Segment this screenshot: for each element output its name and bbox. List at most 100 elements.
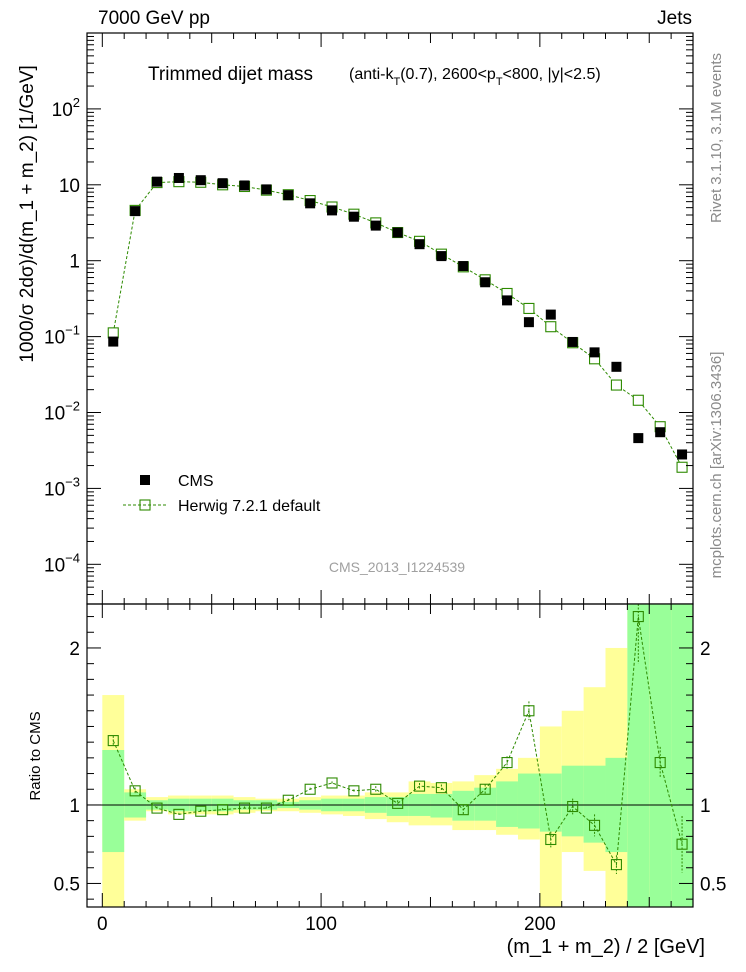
herwig-point — [107, 327, 119, 339]
legend-herwig-label: Herwig 7.2.1 default — [178, 498, 321, 515]
x-tick-label: 0 — [97, 914, 108, 935]
main-marks — [107, 172, 688, 473]
ratio-tick-label: 0.5 — [54, 874, 80, 895]
cms-point — [195, 175, 206, 186]
y-axis-label: 1000/σ 2dσ)/d(m_1 + m_2) [1/GeV] — [17, 65, 38, 363]
ratio-point — [304, 783, 316, 795]
ratio-band-green — [583, 765, 606, 843]
legend: CMS Herwig 7.2.1 default — [123, 473, 321, 515]
ratio-point — [567, 800, 579, 813]
main-panel: 102 10 1 10−1 10−2 10−3 10−4 — [44, 32, 694, 605]
ratio-point — [501, 757, 513, 769]
ratio-point — [348, 785, 360, 797]
main-axis-ticks: 102 10 1 10−1 10−2 10−3 10−4 — [44, 33, 694, 605]
x-tick-label: 100 — [305, 914, 337, 935]
ratio-point — [326, 777, 338, 789]
cms-point — [655, 427, 666, 438]
ratio-point — [610, 859, 622, 871]
ratio-band-green — [496, 781, 518, 827]
ratio-point — [173, 808, 185, 820]
cms-point — [370, 220, 381, 231]
ratio-marks — [87, 604, 693, 875]
ratio-tick-label-right: 1 — [700, 796, 711, 817]
herwig-point — [676, 461, 688, 473]
ratio-point — [107, 735, 119, 747]
y-tick-label: 10 — [59, 176, 80, 197]
ratio-point — [392, 797, 404, 809]
cms-point — [611, 361, 622, 372]
cms-point — [392, 227, 403, 238]
ratio-band-green — [102, 750, 125, 853]
analysis-watermark: CMS_2013_I1224539 — [329, 559, 465, 575]
cms-point — [545, 309, 556, 320]
cms-point — [480, 277, 491, 288]
legend-cms-marker — [140, 475, 150, 485]
cms-point — [677, 449, 688, 460]
ratio-band-green — [430, 793, 453, 818]
ratio-tick-label-right: 0.5 — [700, 874, 726, 895]
cms-point — [130, 206, 141, 217]
ratio-point — [545, 833, 557, 846]
cms-point — [348, 211, 359, 222]
ratio-y-axis-label: Ratio to CMS — [27, 711, 44, 800]
ratio-tick-label-right: 2 — [700, 639, 711, 660]
ratio-point — [195, 805, 207, 817]
legend-herwig-marker — [139, 499, 151, 511]
herwig-line — [112, 181, 683, 468]
herwig-point — [610, 379, 622, 391]
herwig-point — [545, 321, 557, 333]
ratio-point — [676, 838, 688, 850]
ratio-point — [523, 705, 535, 717]
cms-point — [414, 239, 425, 250]
cms-point — [589, 347, 600, 358]
ratio-bands — [102, 604, 693, 907]
cms-point — [239, 180, 250, 191]
cms-point — [173, 172, 184, 183]
cms-point — [152, 176, 163, 187]
ratio-point — [654, 757, 666, 769]
ratio-panel: 0 100 200 0.5 0.5 1 1 2 2 — [54, 603, 726, 935]
main-frame — [86, 32, 694, 605]
y-tick-label: 102 — [52, 95, 80, 121]
cms-point — [567, 336, 578, 347]
ratio-point — [217, 804, 229, 816]
ratio-band-green — [539, 773, 562, 832]
rivet-label: Rivet 3.1.10, 3.1M events — [708, 53, 725, 223]
cms-point — [305, 198, 316, 209]
y-tick-label: 1 — [69, 252, 80, 273]
ratio-band-green — [627, 604, 650, 907]
chart-subtitle: (anti-kT(0.7), 2600<pT<800, |y|<2.5) — [349, 66, 601, 88]
ratio-point — [282, 794, 294, 806]
y-tick-label: 10−3 — [44, 474, 80, 500]
ratio-point — [370, 783, 382, 795]
cms-point — [108, 336, 119, 347]
cms-point — [458, 261, 469, 272]
chart-title: Trimmed dijet mass — [148, 64, 313, 85]
ratio-point — [151, 802, 163, 814]
cms-point — [261, 184, 272, 195]
energy-label: 7000 GeV pp — [98, 8, 210, 29]
legend-cms-label: CMS — [178, 473, 214, 490]
ratio-point — [260, 802, 272, 814]
ratio-point — [129, 785, 141, 797]
ratio-tick-label: 2 — [69, 639, 80, 660]
y-tick-label: 10−4 — [44, 550, 80, 576]
cms-point — [436, 251, 447, 262]
ratio-band-green — [474, 787, 497, 821]
ratio-frame — [86, 603, 694, 908]
herwig-point — [523, 302, 535, 314]
ratio-point — [238, 802, 251, 814]
x-axis-label: (m_1 + m_2) / 2 [GeV] — [507, 936, 705, 958]
ratio-point — [479, 783, 491, 795]
cms-point — [327, 205, 338, 216]
ratio-point — [589, 819, 601, 831]
cms-point — [502, 295, 513, 306]
ratio-line — [112, 616, 683, 867]
ratio-axis-ticks: 0 100 200 0.5 0.5 1 1 2 2 — [54, 604, 726, 935]
mcplots-label: mcplots.cern.ch [arXiv:1306.3436] — [708, 352, 725, 579]
cms-point — [633, 433, 644, 444]
ratio-point — [632, 611, 644, 623]
cms-point — [283, 190, 294, 201]
category-label: Jets — [657, 8, 692, 29]
